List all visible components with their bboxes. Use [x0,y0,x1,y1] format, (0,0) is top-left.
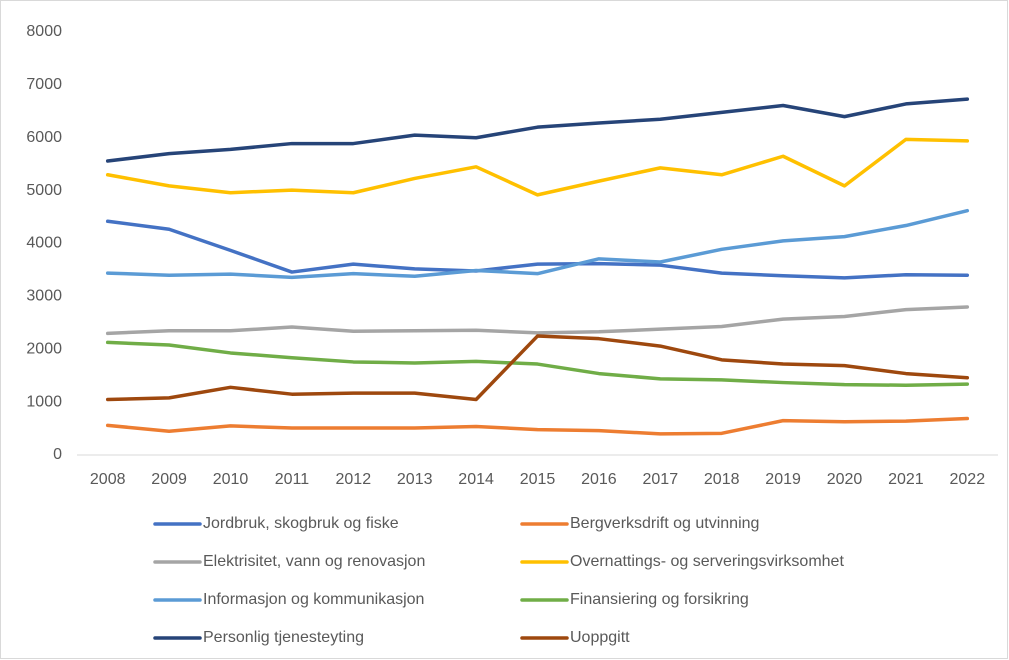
x-tick-label: 2012 [336,471,372,488]
y-tick-label: 4000 [26,235,62,252]
x-tick-label: 2015 [520,471,556,488]
series-line [105,219,970,280]
y-tick-label: 2000 [26,340,62,357]
legend-label: Overnattings- og serveringsvirksomhet [570,553,844,570]
x-tick-label: 2017 [643,471,679,488]
y-tick-label: 6000 [26,129,62,146]
x-tick-label: 2022 [950,471,986,488]
y-tick-label: 8000 [26,23,62,40]
legend-label: Jordbruk, skogbruk og fiske [203,515,399,532]
series-line [105,208,970,280]
series-line [105,416,970,436]
x-tick-label: 2020 [827,471,863,488]
x-tick-label: 2011 [275,471,310,488]
series-line [105,334,970,402]
x-tick-label: 2016 [581,471,617,488]
legend-label: Elektrisitet, vann og renovasjon [203,553,425,570]
legend-label: Bergverksdrift og utvinning [570,515,759,532]
x-tick-label: 2019 [765,471,801,488]
y-tick-label: 3000 [26,288,62,305]
x-tick-label: 2014 [458,471,494,488]
y-tick-label: 0 [53,446,62,463]
legend-label: Uoppgitt [570,629,630,646]
legend-label: Informasjon og kommunikasjon [203,591,424,608]
legend-label: Finansiering og forsikring [570,591,749,608]
x-tick-label: 2013 [397,471,433,488]
x-tick-label: 2010 [213,471,249,488]
x-tick-label: 2008 [90,471,126,488]
legend-label: Personlig tjenesteyting [203,629,364,646]
y-tick-label: 1000 [26,393,62,410]
series-line [105,340,970,387]
series-line [105,97,970,163]
x-tick-label: 2009 [151,471,187,488]
series-line [105,305,970,336]
y-tick-label: 5000 [26,182,62,199]
y-tick-label: 7000 [26,76,62,93]
x-tick-label: 2021 [888,471,924,488]
x-tick-label: 2018 [704,471,740,488]
series-line [105,137,970,197]
